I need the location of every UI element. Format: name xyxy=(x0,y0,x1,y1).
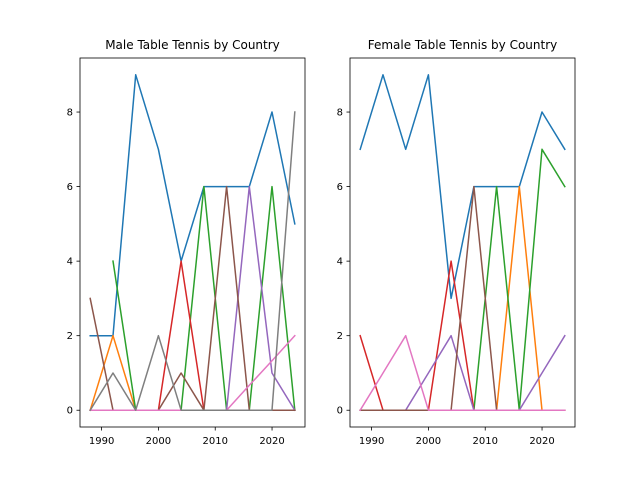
male-series-line-1 xyxy=(89,74,296,337)
male-x-tick-label: 2020 xyxy=(259,436,284,447)
male-x-tick-label: 2010 xyxy=(203,436,228,447)
female-y-tick-label: 2 xyxy=(337,331,343,342)
female-x-tick-label: 2020 xyxy=(529,436,554,447)
male-tick-layer: 1990 2000 2010 2020 0 2 4 6 8 xyxy=(67,108,285,447)
male-y-tick-label: 4 xyxy=(67,257,73,268)
male-chart-title: Male Table Tennis by Country xyxy=(105,38,280,52)
female-y-tick-label: 6 xyxy=(337,182,343,193)
female-chart-title: Female Table Tennis by Country xyxy=(368,38,558,52)
male-series-line-8 xyxy=(89,111,296,412)
male-series-layer xyxy=(89,74,296,412)
female-series-line-1 xyxy=(359,74,566,300)
male-x-tick-label: 1990 xyxy=(89,436,114,447)
female-x-tick-label: 2000 xyxy=(416,436,441,447)
male-y-tick-label: 8 xyxy=(67,108,73,119)
female-x-tick-label: 2010 xyxy=(473,436,498,447)
male-y-tick-label: 0 xyxy=(67,406,73,417)
female-chart-panel: 1990 2000 2010 2020 0 2 4 6 8 Female Table Tenni… xyxy=(337,38,576,447)
female-tick-layer: 1990 2000 2010 2020 0 2 4 6 8 xyxy=(337,108,555,447)
female-y-tick-label: 4 xyxy=(337,257,343,268)
female-series-line-7 xyxy=(359,334,566,412)
male-x-tick-label: 2000 xyxy=(146,436,171,447)
female-x-tick-label: 1990 xyxy=(359,436,384,447)
male-chart-panel: 1990 2000 2010 2020 0 2 4 6 8 Male Table Tennis … xyxy=(67,38,306,447)
female-series-layer xyxy=(359,74,566,412)
male-y-tick-label: 6 xyxy=(67,182,73,193)
female-y-tick-label: 0 xyxy=(337,406,343,417)
female-y-tick-label: 8 xyxy=(337,108,343,119)
male-plot-frame xyxy=(79,57,306,428)
male-y-tick-label: 2 xyxy=(67,331,73,342)
female-plot-frame xyxy=(349,57,576,428)
